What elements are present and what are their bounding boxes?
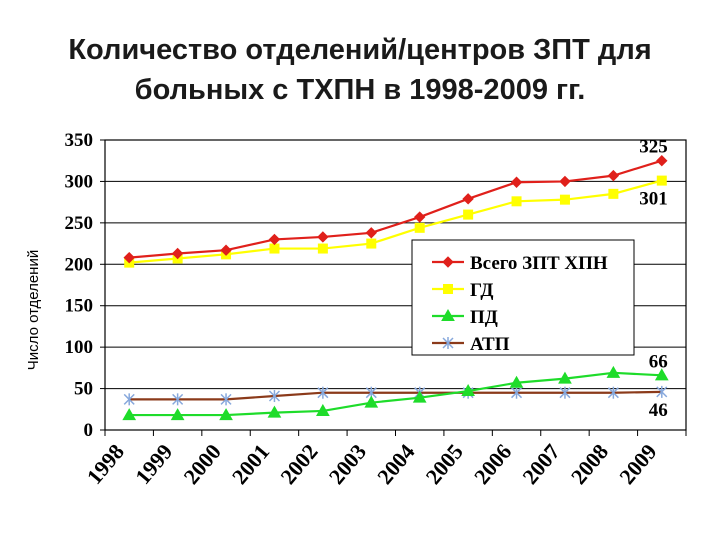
series-diamond (123, 155, 668, 264)
triangle-point (122, 408, 137, 421)
star-point (123, 393, 135, 406)
x-tick-label: 2004 (372, 439, 419, 489)
triangle-point (509, 375, 524, 388)
x-tick-label: 2003 (324, 439, 371, 489)
star-point (559, 386, 571, 399)
series-star (123, 385, 668, 406)
x-tick-label: 2007 (517, 439, 564, 489)
y-tick-label: 300 (65, 171, 94, 192)
x-tick-label: 2009 (614, 439, 661, 489)
star-point (442, 337, 454, 349)
y-axis-ticks: 0 50 100 150 200 250 300 350 (65, 130, 105, 441)
x-axis-ticks: 1998 1999 2000 2001 2002 2003 2004 2005 2006 2007… (82, 430, 687, 489)
square-point (559, 194, 570, 205)
square-point (414, 222, 425, 233)
legend-label: АТП (470, 334, 510, 355)
star-point (656, 385, 668, 398)
square-point (463, 209, 474, 220)
chart-title-line-1: Количество отделений/центров ЗПТ для (68, 34, 652, 66)
square-point (608, 188, 619, 199)
triangle-point (412, 390, 427, 403)
x-tick-label: 2006 (469, 439, 516, 489)
diamond-point (510, 176, 523, 188)
data-label: 66 (649, 351, 668, 372)
triangle-point (170, 408, 185, 421)
x-tick-label: 1998 (82, 439, 129, 489)
square-point (656, 175, 667, 186)
diamond-point (462, 193, 474, 205)
series-group (122, 155, 669, 421)
diamond-point (123, 251, 135, 264)
series-triangle (122, 365, 669, 421)
x-tick-label: 1999 (130, 439, 177, 489)
diamond-point (607, 169, 620, 182)
series-line (129, 371, 662, 417)
triangle-point (461, 384, 475, 397)
triangle-point (606, 365, 621, 378)
diamond-point (559, 175, 571, 188)
data-label: 46 (649, 400, 668, 421)
y-tick-label: 350 (65, 130, 94, 151)
y-tick-label: 150 (65, 296, 94, 317)
series-line (129, 179, 663, 264)
data-labels: 325 301 66 46 (639, 137, 668, 421)
triangle-point (316, 403, 330, 416)
star-point (511, 386, 523, 399)
diamond-point (220, 244, 232, 256)
square-point (269, 243, 280, 254)
x-tick-label: 2000 (178, 439, 225, 489)
star-point (220, 393, 232, 406)
star-point (172, 393, 184, 406)
triangle-point (558, 371, 572, 384)
square-point (443, 284, 453, 294)
triangle-point (441, 308, 455, 321)
diamond-point (414, 211, 426, 223)
legend-label: ПД (470, 307, 498, 328)
legend: Всего ЗПТ ХПН ГД ПД АТП (411, 239, 635, 356)
diamond-point (268, 233, 281, 246)
star-point (317, 386, 329, 399)
square-point (317, 243, 328, 254)
y-tick-label: 250 (65, 213, 94, 234)
x-tick-label: 2001 (227, 439, 274, 489)
series-line (129, 159, 663, 259)
data-label: 325 (639, 137, 668, 158)
x-tick-label: 2002 (275, 439, 322, 489)
triangle-point (219, 408, 233, 421)
triangle-point (267, 405, 282, 418)
star-point (268, 390, 280, 403)
series-line (129, 390, 662, 401)
chart-title: Количество отделений/центров ЗПТ для бол… (0, 30, 720, 110)
star-point (607, 386, 619, 399)
chart-title-line-2: больных с ТХПН в 1998-2009 гг. (134, 74, 586, 106)
data-label: 301 (639, 189, 668, 210)
diamond-point (365, 227, 377, 239)
legend-label: ГД (470, 280, 494, 301)
square-point (511, 196, 522, 207)
diamond-point (317, 231, 329, 243)
triangle-point (364, 395, 379, 408)
triangle-point (654, 368, 669, 381)
diamond-point (442, 256, 454, 268)
legend-label: Всего ЗПТ ХПН (470, 253, 608, 274)
x-tick-label: 2008 (566, 439, 613, 489)
x-tick-label: 2005 (421, 439, 468, 489)
diamond-point (171, 247, 184, 260)
y-tick-label: 100 (65, 337, 94, 358)
y-tick-label: 50 (74, 379, 93, 400)
y-axis-label: Число отделений (25, 250, 42, 370)
y-tick-label: 0 (84, 420, 94, 441)
square-point (366, 238, 377, 249)
y-tick-label: 200 (65, 254, 94, 275)
diamond-point (656, 155, 668, 167)
